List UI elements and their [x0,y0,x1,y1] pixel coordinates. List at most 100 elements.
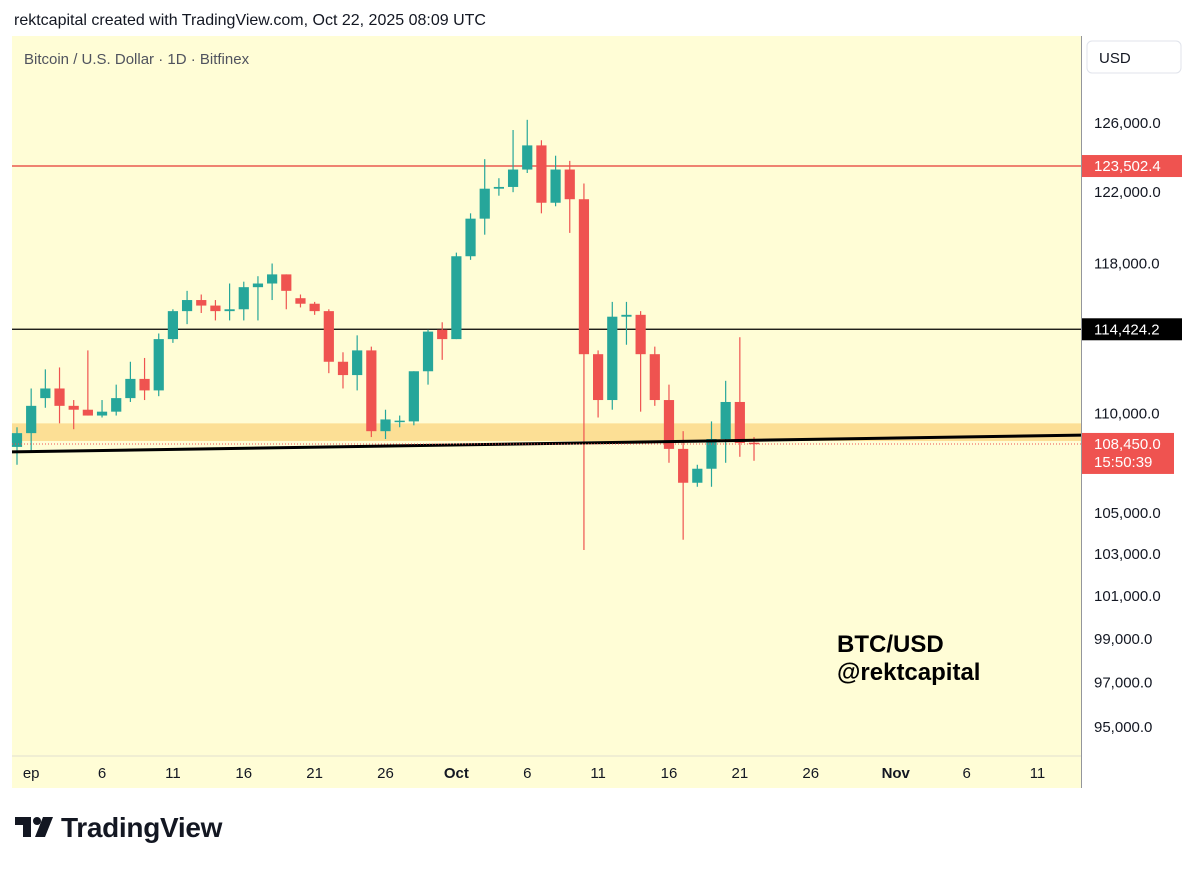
tradingview-logo-icon [15,817,53,837]
candle [550,155,561,207]
candle [621,301,632,345]
candle-body [692,468,703,483]
candle [451,252,462,340]
candle-body [408,371,419,422]
candle-body [465,218,476,257]
candle-body [210,305,221,312]
candle-body [40,388,51,399]
candle [196,294,207,313]
candle-body [309,303,320,312]
candle [479,159,490,235]
candle-body [366,350,377,432]
price-tick-label: 95,000.0 [1094,719,1152,736]
candle-body [153,339,164,391]
time-tick-label: 6 [98,765,106,782]
candle [26,388,37,453]
candle [54,367,65,424]
candle [181,290,193,325]
candle-body [706,439,717,469]
time-tick-label: 11 [590,765,606,782]
candle-body [380,419,391,432]
candle-body [522,145,533,170]
candle-body [54,388,65,406]
candle-body [196,300,207,306]
candle [167,309,179,343]
level-price-tag [1082,155,1182,178]
candle-body [507,169,519,187]
candle [522,119,533,174]
price-tick-label: 97,000.0 [1094,675,1152,692]
price-tick-label: 110,000.0 [1094,406,1160,423]
candle-body [295,298,306,304]
candle-body [720,401,731,440]
candle [422,329,434,385]
candle-body [323,311,334,362]
time-tick-label: 26 [377,765,394,782]
candle-body [437,329,448,340]
candle [252,276,264,321]
candle [366,346,377,438]
candle-body [663,400,675,449]
candle [536,140,547,214]
price-tick-label: 103,000.0 [1094,546,1161,563]
time-tick-label: 21 [731,765,748,782]
candle-body [564,169,575,200]
candle-body [536,145,547,203]
candle [706,421,717,487]
price-tick-label: 118,000.0 [1094,255,1160,272]
candle-body [451,256,462,340]
candle [281,274,292,310]
candle-body [111,398,122,412]
candle-body [607,316,618,401]
candle [437,322,448,360]
time-tick-label: 16 [661,765,678,782]
candle [224,283,235,321]
candle-body [394,420,405,423]
candle [309,301,320,315]
candle [125,361,136,402]
time-tick-label: 6 [523,765,531,782]
candle-body [238,287,249,310]
candle-body [337,361,349,376]
candle-body [593,354,604,401]
candle [678,431,689,540]
candle-body [479,188,490,219]
time-tick-label: 26 [802,765,819,782]
candle-body [252,283,264,288]
candle-body [181,300,193,312]
candle [11,427,23,465]
candle-body [125,378,136,399]
time-tick-label: 11 [165,765,181,782]
symbol-label: Bitcoin / U.S. Dollar · 1D · Bitfinex [24,51,250,68]
candle-body [649,354,660,401]
price-tick-label: 99,000.0 [1094,631,1152,648]
currency-button[interactable]: USD [1086,40,1182,74]
watermark-author: @rektcapital [837,659,980,686]
candle-body [68,405,79,410]
currency-label: USD [1099,50,1131,67]
candle [465,213,476,260]
candle-body [422,331,434,372]
candle-body [621,314,632,317]
candle [111,384,122,416]
candle [394,415,405,428]
candle [323,309,334,374]
candle [40,369,51,408]
candle-body [635,314,646,355]
candle [493,178,504,196]
last-price-label: 108,450.0 [1094,436,1161,453]
candle-body [678,448,689,483]
candle [635,311,646,412]
support-zone [12,423,1081,441]
candle [593,350,604,418]
candle [663,384,675,463]
price-tick-label: 105,000.0 [1094,505,1161,522]
candle [153,333,164,397]
candle [380,409,391,440]
time-tick-label: ep [23,765,40,782]
candle-body [26,405,37,434]
tradingview-logo[interactable]: TradingView [15,812,222,844]
candle [267,263,278,301]
candle [96,400,108,418]
